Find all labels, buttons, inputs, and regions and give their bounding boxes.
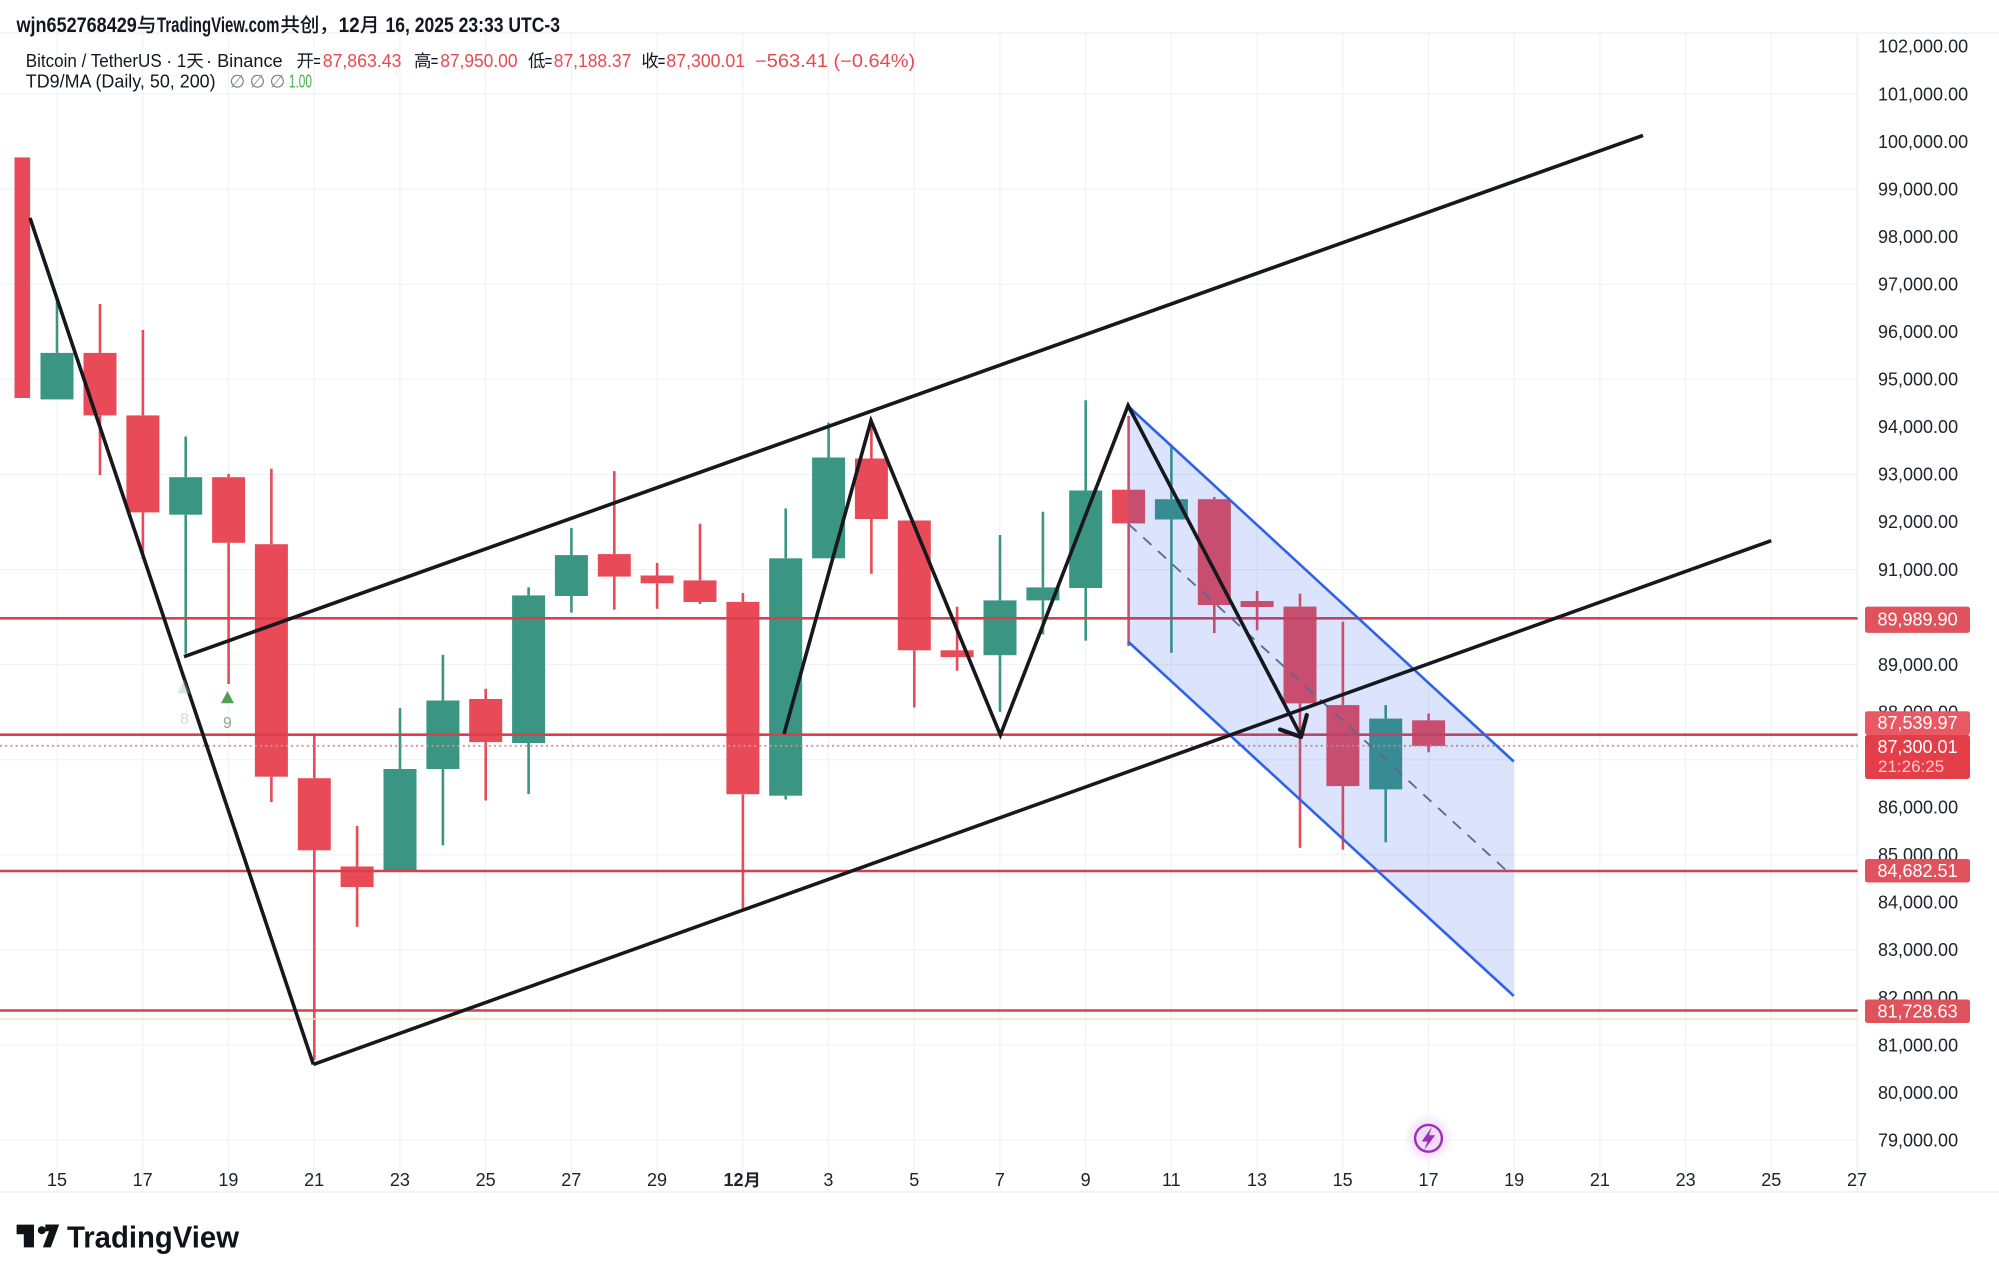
svg-text:21: 21: [1590, 1170, 1610, 1190]
svg-text:TradingView: TradingView: [67, 1220, 239, 1254]
svg-text:=: =: [545, 51, 553, 71]
svg-text:27: 27: [1847, 1170, 1867, 1190]
svg-text:∅: ∅: [250, 72, 266, 92]
svg-text:12: 12: [723, 1170, 743, 1190]
svg-text:81,728.63: 81,728.63: [1878, 1002, 1958, 1022]
svg-text:83,000.00: 83,000.00: [1878, 940, 1958, 960]
svg-text:25: 25: [1761, 1170, 1781, 1190]
svg-text:15: 15: [47, 1170, 67, 1190]
svg-text:100,000.00: 100,000.00: [1878, 132, 1968, 152]
svg-text:91,000.00: 91,000.00: [1878, 560, 1958, 580]
svg-text:99,000.00: 99,000.00: [1878, 179, 1958, 199]
svg-text:19: 19: [218, 1170, 238, 1190]
svg-text:1.00: 1.00: [289, 72, 312, 92]
svg-text:29: 29: [647, 1170, 667, 1190]
svg-text:15: 15: [1333, 1170, 1353, 1190]
svg-text:98,000.00: 98,000.00: [1878, 227, 1958, 247]
svg-text:wjn652768429: wjn652768429: [16, 13, 137, 37]
svg-text:96,000.00: 96,000.00: [1878, 322, 1958, 342]
svg-text:87,300.01: 87,300.01: [666, 51, 745, 71]
svg-text:23: 23: [390, 1170, 410, 1190]
svg-text:17: 17: [133, 1170, 153, 1190]
svg-text:89,000.00: 89,000.00: [1878, 655, 1958, 675]
svg-text:97,000.00: 97,000.00: [1878, 275, 1958, 295]
svg-text:89,989.90: 89,989.90: [1878, 610, 1958, 630]
svg-text:9: 9: [223, 715, 232, 732]
svg-text:93,000.00: 93,000.00: [1878, 465, 1958, 485]
svg-text:87,300.01: 87,300.01: [1878, 737, 1958, 757]
svg-text:=: =: [313, 51, 321, 71]
svg-text:21:26:25: 21:26:25: [1878, 757, 1944, 776]
svg-text:102,000.00: 102,000.00: [1878, 37, 1968, 57]
svg-text:=: =: [431, 51, 439, 71]
svg-text:7: 7: [995, 1170, 1005, 1190]
svg-text:TD9/MA (Daily, 50, 200): TD9/MA (Daily, 50, 200): [26, 72, 216, 92]
svg-text:5: 5: [909, 1170, 919, 1190]
svg-text:13: 13: [1247, 1170, 1267, 1190]
svg-text:84,000.00: 84,000.00: [1878, 893, 1958, 913]
svg-text:87,539.97: 87,539.97: [1878, 713, 1958, 733]
svg-text:79,000.00: 79,000.00: [1878, 1130, 1958, 1150]
svg-text:21: 21: [304, 1170, 324, 1190]
svg-text:81,000.00: 81,000.00: [1878, 1035, 1958, 1055]
svg-text:25: 25: [476, 1170, 496, 1190]
svg-text:Bitcoin / TetherUS · 1: Bitcoin / TetherUS · 1: [26, 51, 187, 71]
svg-text:87,863.43: 87,863.43: [323, 51, 402, 71]
svg-text:101,000.00: 101,000.00: [1878, 84, 1968, 104]
svg-text:95,000.00: 95,000.00: [1878, 370, 1958, 390]
svg-text:∅: ∅: [270, 72, 286, 92]
svg-text:92,000.00: 92,000.00: [1878, 512, 1958, 532]
svg-text:−563.41 (−0.64%): −563.41 (−0.64%): [755, 51, 915, 71]
svg-text:87,188.37: 87,188.37: [554, 51, 632, 71]
svg-text:TradingView.com: TradingView.com: [157, 13, 279, 37]
svg-text:· Binance: · Binance: [206, 51, 283, 71]
svg-text:16, 2025 23:33 UTC-3: 16, 2025 23:33 UTC-3: [386, 13, 561, 37]
svg-text:94,000.00: 94,000.00: [1878, 417, 1958, 437]
svg-text:11: 11: [1162, 1170, 1181, 1190]
svg-text:=: =: [658, 51, 666, 71]
svg-text:84,682.51: 84,682.51: [1878, 861, 1958, 881]
svg-text:12: 12: [339, 13, 360, 37]
svg-text:19: 19: [1504, 1170, 1524, 1190]
svg-text:9: 9: [1081, 1170, 1091, 1190]
svg-text:86,000.00: 86,000.00: [1878, 798, 1958, 818]
svg-text:80,000.00: 80,000.00: [1878, 1083, 1958, 1103]
svg-text:27: 27: [561, 1170, 581, 1190]
svg-text:23: 23: [1676, 1170, 1696, 1190]
svg-text:8: 8: [180, 711, 189, 728]
svg-text:87,950.00: 87,950.00: [440, 51, 517, 71]
svg-text:17: 17: [1418, 1170, 1438, 1190]
svg-text:∅: ∅: [230, 72, 246, 92]
svg-text:3: 3: [823, 1170, 833, 1190]
